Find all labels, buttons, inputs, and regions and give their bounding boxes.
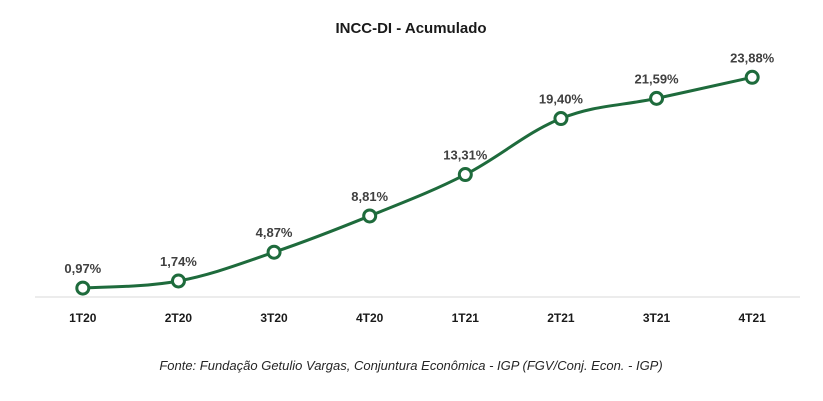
data-label-3t21: 21,59% (635, 71, 680, 86)
x-tick-label-3t21: 3T21 (643, 311, 671, 325)
x-tick-label-2t21: 2T21 (547, 311, 575, 325)
data-label-4t20: 8,81% (351, 189, 388, 204)
data-labels: 0,97% 1,74% 4,87% 8,81% 13,31% 19,40% 21,59% 23… (64, 50, 774, 276)
data-point-1t21 (457, 167, 473, 183)
x-tick-label-2t20: 2T20 (165, 311, 193, 325)
chart-title: INCC-DI - Acumulado (335, 20, 486, 37)
data-label-1t21: 13,31% (443, 148, 488, 163)
data-label-3t20: 4,87% (256, 225, 293, 240)
series-line (82, 75, 753, 290)
x-tick-label-3t20: 3T20 (260, 311, 288, 325)
data-point-1t20 (75, 280, 91, 296)
data-point-3t20 (266, 244, 282, 260)
data-label-2t20: 1,74% (160, 254, 197, 269)
data-point-4t20 (362, 208, 378, 224)
x-tick-label-1t21: 1T21 (452, 311, 480, 325)
data-point-2t21 (553, 111, 569, 127)
data-point-2t20 (170, 273, 186, 289)
data-label-4t21: 23,88% (730, 50, 775, 65)
data-points (75, 69, 760, 296)
x-tick-label-1t20: 1T20 (69, 311, 97, 325)
data-label-2t21: 19,40% (539, 92, 584, 107)
source-note: Fonte: Fundação Getulio Vargas, Conjuntu… (159, 358, 662, 373)
data-point-3t21 (649, 90, 665, 106)
x-tick-label-4t21: 4T21 (739, 311, 767, 325)
data-point-4t21 (744, 69, 760, 85)
data-label-1t20: 0,97% (64, 261, 101, 276)
x-tick-labels: 1T20 2T20 3T20 4T20 1T21 2T21 3T21 4T21 (69, 311, 766, 325)
x-tick-label-4t20: 4T20 (356, 311, 384, 325)
